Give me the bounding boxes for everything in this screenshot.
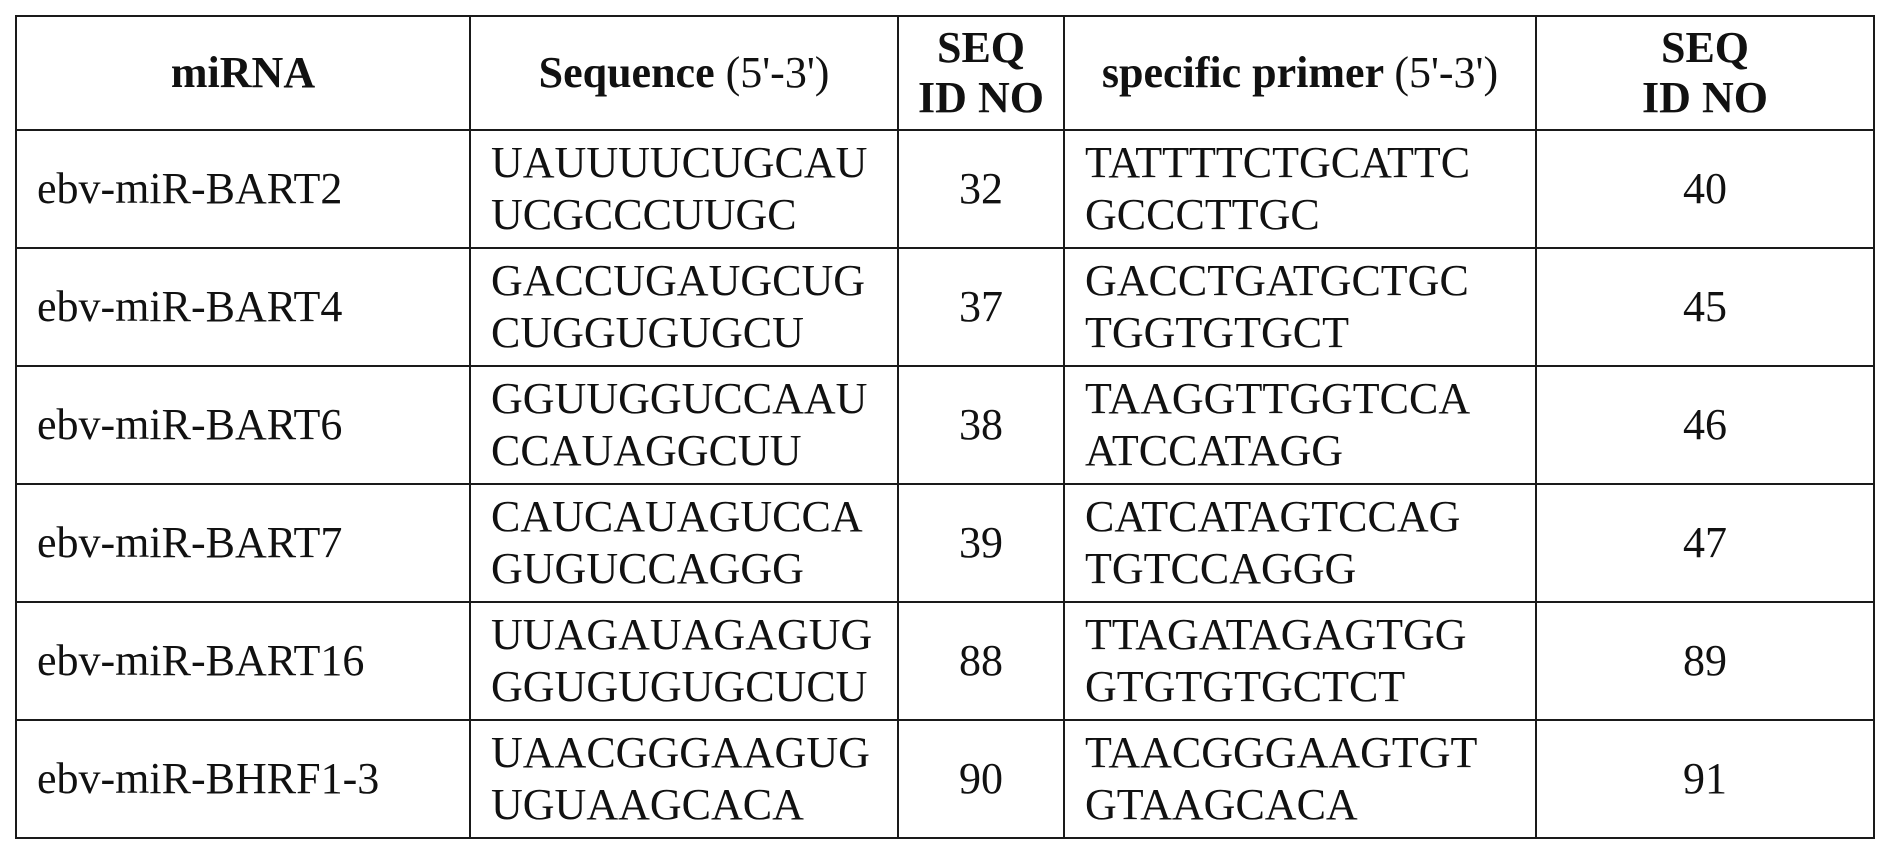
mirna-name: ebv-miR-BART4 [15, 247, 471, 367]
primer-seq-id: 46 [1535, 365, 1875, 485]
table-row: ebv-miR-BART2 UAUUUUCUGCAU UCGCCCUUGC 32 … [15, 129, 1875, 249]
primer-seq-id: 89 [1535, 601, 1875, 721]
mirna-name: ebv-miR-BART2 [15, 129, 471, 249]
mirna-name: ebv-miR-BART7 [15, 483, 471, 603]
mirna-sequence: UUAGAUAGAGUG GGUGUGUGCUCU [469, 601, 899, 721]
header-row: miRNA Sequence (5'-3') SEQ ID NO specific… [15, 15, 1875, 131]
sequence-seq-id: 88 [897, 601, 1065, 721]
table-row: ebv-miR-BART7 CAUCAUAGUCCA GUGUCCAGGG 39 … [15, 483, 1875, 603]
mirna-primer-table: miRNA Sequence (5'-3') SEQ ID NO specific… [15, 15, 1875, 839]
specific-primer: TAAGGTTGGTCCA ATCCATAGG [1063, 365, 1537, 485]
table-row: ebv-miR-BART6 GGUUGGUCCAAU CCAUAGGCUU 38 … [15, 365, 1875, 485]
mirna-name: ebv-miR-BHRF1-3 [15, 719, 471, 839]
table-row: ebv-miR-BHRF1-3 UAACGGGAAGUG UGUAAGCACA 9… [15, 719, 1875, 839]
specific-primer: GACCTGATGCTGC TGGTGTGCT [1063, 247, 1537, 367]
header-mirna: miRNA [15, 15, 471, 131]
sequence-seq-id: 90 [897, 719, 1065, 839]
header-sequence: Sequence (5'-3') [469, 15, 899, 131]
header-seq-id-1: SEQ ID NO [897, 15, 1065, 131]
mirna-sequence: UAACGGGAAGUG UGUAAGCACA [469, 719, 899, 839]
mirna-sequence: GGUUGGUCCAAU CCAUAGGCUU [469, 365, 899, 485]
sequence-seq-id: 38 [897, 365, 1065, 485]
mirna-sequence: GACCUGAUGCUG CUGGUGUGCU [469, 247, 899, 367]
specific-primer: TATTTTCTGCATTC GCCCTTGC [1063, 129, 1537, 249]
primer-seq-id: 47 [1535, 483, 1875, 603]
header-specific-primer: specific primer (5'-3') [1063, 15, 1537, 131]
specific-primer: TTAGATAGAGTGG GTGTGTGCTCT [1063, 601, 1537, 721]
primer-seq-id: 40 [1535, 129, 1875, 249]
sequence-seq-id: 37 [897, 247, 1065, 367]
header-seq-id-2: SEQ ID NO [1535, 15, 1875, 131]
table-row: ebv-miR-BART16 UUAGAUAGAGUG GGUGUGUGCUCU … [15, 601, 1875, 721]
specific-primer: CATCATAGTCCAG TGTCCAGGG [1063, 483, 1537, 603]
primer-seq-id: 91 [1535, 719, 1875, 839]
sequence-seq-id: 32 [897, 129, 1065, 249]
mirna-sequence: CAUCAUAGUCCA GUGUCCAGGG [469, 483, 899, 603]
mirna-name: ebv-miR-BART6 [15, 365, 471, 485]
specific-primer: TAACGGGAAGTGT GTAAGCACA [1063, 719, 1537, 839]
sequence-seq-id: 39 [897, 483, 1065, 603]
table-row: ebv-miR-BART4 GACCUGAUGCUG CUGGUGUGCU 37 … [15, 247, 1875, 367]
primer-seq-id: 45 [1535, 247, 1875, 367]
mirna-sequence: UAUUUUCUGCAU UCGCCCUUGC [469, 129, 899, 249]
mirna-name: ebv-miR-BART16 [15, 601, 471, 721]
